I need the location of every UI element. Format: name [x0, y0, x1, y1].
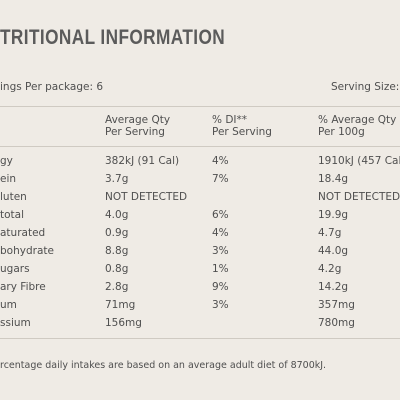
row-label: gy [0, 155, 13, 167]
row-label: ssium [0, 317, 31, 329]
cell: 44.0g [318, 245, 349, 257]
cell: 8.8g [105, 245, 129, 257]
cell: 18.4g [318, 173, 349, 185]
cell: 3% [212, 299, 229, 311]
cell: 0.9g [105, 227, 129, 239]
column-header: % DI** [212, 114, 247, 126]
row-label: bohydrate [0, 245, 54, 257]
divider [0, 106, 400, 107]
cell: 780mg [318, 317, 355, 329]
cell: 357mg [318, 299, 355, 311]
row-label: ein [0, 173, 17, 185]
cell: 3% [212, 245, 229, 257]
cell: 14.2g [318, 281, 349, 293]
row-label: total [0, 209, 25, 221]
cell: 4.0g [105, 209, 129, 221]
cell: 156mg [105, 317, 142, 329]
column-header: Per Serving [105, 126, 165, 138]
footnote: rcentage daily intakes are based on an a… [0, 360, 327, 371]
servings-per-package: ings Per package: 6 [0, 81, 104, 93]
row-label: um [0, 299, 17, 311]
divider [0, 338, 400, 339]
cell: 7% [212, 173, 229, 185]
column-header: Average Qty [105, 114, 171, 126]
cell: 1% [212, 263, 229, 275]
cell: 9% [212, 281, 229, 293]
column-header: Per 100g [318, 126, 365, 138]
cell: NOT DETECTED [318, 191, 400, 203]
cell: 3.7g [105, 173, 129, 185]
cell: 6% [212, 209, 229, 221]
cell: NOT DETECTED [105, 191, 188, 203]
row-label: ugars [0, 263, 30, 275]
cell: 4.2g [318, 263, 342, 275]
cell: 4% [212, 155, 229, 167]
cell: 1910kJ (457 Cal) [318, 155, 400, 167]
column-header: Per Serving [212, 126, 272, 138]
cell: 2.8g [105, 281, 129, 293]
row-label: ary Fibre [0, 281, 46, 293]
cell: 19.9g [318, 209, 349, 221]
row-label: aturated [0, 227, 46, 239]
cell: 4.7g [318, 227, 342, 239]
serving-size: Serving Size: 2 [331, 81, 400, 93]
title: TRITIONAL INFORMATION [0, 26, 226, 49]
row-label: luten [0, 191, 27, 203]
cell: 71mg [105, 299, 136, 311]
cell: 382kJ (91 Cal) [105, 155, 180, 167]
cell: 0.8g [105, 263, 129, 275]
column-header: % Average Qty [318, 114, 397, 126]
divider [0, 146, 400, 147]
cell: 4% [212, 227, 229, 239]
